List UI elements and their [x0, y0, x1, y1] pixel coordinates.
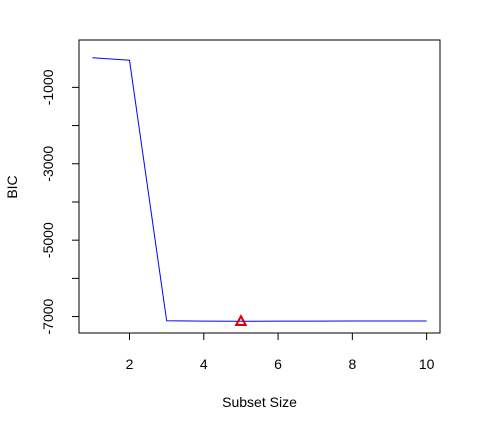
bic-series-line: [92, 57, 427, 322]
x-axis-label: Subset Size: [222, 394, 297, 410]
x-tick-label: 2: [126, 356, 134, 372]
y-axis: -1000 -3000 -5000 -7000: [40, 69, 80, 334]
y-axis-label: BIC: [4, 175, 20, 198]
x-tick-label: 10: [419, 356, 435, 372]
x-axis: 2 4 6 8 10: [126, 332, 435, 372]
min-bic-marker: [234, 314, 248, 326]
y-tick-label: -7000: [40, 298, 56, 334]
x-tick-label: 8: [348, 356, 356, 372]
x-tick-label: 4: [200, 356, 208, 372]
x-tick-label: 6: [274, 356, 282, 372]
y-tick-label: -3000: [40, 146, 56, 182]
y-tick-label: -5000: [40, 222, 56, 258]
y-tick-label: -1000: [40, 69, 56, 105]
